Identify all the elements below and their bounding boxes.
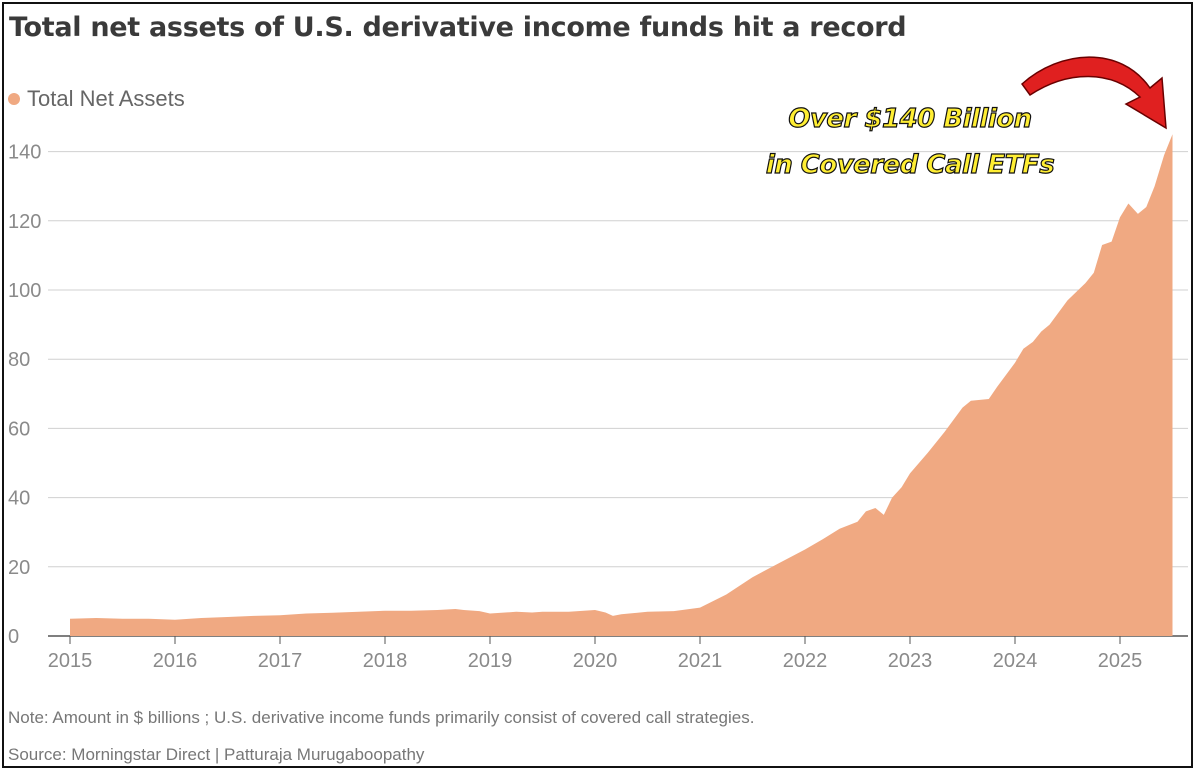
callout-line-1: Over $140 Billion xyxy=(788,103,1033,134)
x-tick-label: 2018 xyxy=(363,650,408,672)
x-tick-label: 2020 xyxy=(573,650,618,672)
x-tick-label: 2016 xyxy=(153,650,198,672)
x-tick-label: 2024 xyxy=(993,650,1038,672)
callout-line-2: in Covered Call ETFs xyxy=(765,149,1055,180)
footnote: Note: Amount in $ billions ; U.S. deriva… xyxy=(8,708,755,727)
red-arrow-icon xyxy=(1020,56,1167,130)
y-tick-label: 120 xyxy=(8,211,41,233)
area-series xyxy=(70,134,1173,637)
legend-label: Total Net Assets xyxy=(27,86,185,111)
x-tick-label: 2019 xyxy=(468,650,513,672)
chart-title: Total net assets of U.S. derivative inco… xyxy=(9,12,907,43)
x-tick-label: 2015 xyxy=(48,650,93,672)
y-tick-label: 100 xyxy=(8,280,41,302)
y-tick-label: 20 xyxy=(8,557,30,579)
source-line: Source: Morningstar Direct | Patturaja M… xyxy=(8,745,425,764)
legend: Total Net Assets xyxy=(8,86,185,112)
y-tick-label: 80 xyxy=(8,349,30,371)
x-tick-label: 2017 xyxy=(258,650,303,672)
x-tick-label: 2023 xyxy=(888,650,933,672)
x-tick-label: 2021 xyxy=(678,650,723,672)
y-tick-label: 0 xyxy=(8,626,19,648)
callout-annotation: Over $140 Billion in Covered Call ETFs xyxy=(740,96,1080,188)
y-tick-label: 60 xyxy=(8,418,30,440)
legend-swatch xyxy=(8,93,20,105)
x-tick-label: 2022 xyxy=(783,650,828,672)
x-tick-label: 2025 xyxy=(1098,650,1143,672)
y-tick-label: 140 xyxy=(8,142,41,164)
y-tick-label: 40 xyxy=(8,488,30,510)
